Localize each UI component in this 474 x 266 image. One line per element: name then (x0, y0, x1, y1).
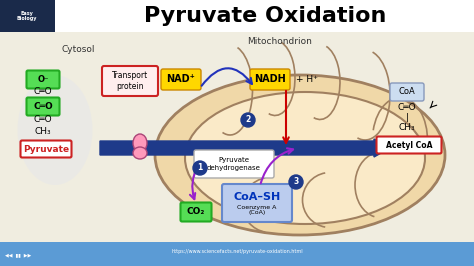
Bar (0, 32, 474, 242)
FancyBboxPatch shape (20, 140, 72, 157)
Ellipse shape (133, 134, 147, 152)
Text: C═O: C═O (33, 102, 53, 111)
FancyBboxPatch shape (222, 184, 292, 222)
Text: Acetyl CoA: Acetyl CoA (386, 140, 432, 149)
Text: |: | (406, 114, 409, 123)
Text: CO₂: CO₂ (187, 207, 205, 217)
Text: Pyruvate
dehydrogenase: Pyruvate dehydrogenase (207, 157, 261, 171)
Text: Coenzyme A
(CoA): Coenzyme A (CoA) (237, 205, 277, 215)
Text: + H⁺: + H⁺ (296, 75, 318, 84)
FancyBboxPatch shape (376, 136, 441, 153)
FancyBboxPatch shape (390, 83, 424, 101)
Circle shape (193, 161, 207, 175)
FancyBboxPatch shape (194, 150, 274, 178)
Circle shape (241, 113, 255, 127)
Text: Pyruvate Oxidation: Pyruvate Oxidation (144, 6, 386, 26)
FancyBboxPatch shape (181, 202, 211, 222)
FancyBboxPatch shape (161, 69, 201, 90)
Text: 2: 2 (246, 115, 251, 124)
Text: ◀◀  ▮▮  ▶▶: ◀◀ ▮▮ ▶▶ (5, 253, 31, 259)
Text: CoA: CoA (399, 88, 415, 97)
Text: O⁻: O⁻ (37, 75, 49, 84)
FancyBboxPatch shape (27, 98, 60, 115)
Text: Transport
protein: Transport protein (112, 71, 148, 91)
Ellipse shape (18, 75, 92, 185)
Text: CH₃: CH₃ (399, 123, 415, 132)
Text: Pyruvate: Pyruvate (23, 144, 69, 153)
FancyArrow shape (100, 139, 390, 157)
Text: C═O: C═O (34, 88, 52, 97)
FancyBboxPatch shape (102, 66, 158, 96)
Text: https://www.sciencefacts.net/pyruvate-oxidation.html: https://www.sciencefacts.net/pyruvate-ox… (171, 250, 303, 255)
Text: Cytosol: Cytosol (61, 45, 95, 55)
Text: 3: 3 (293, 177, 299, 186)
Text: C═O: C═O (398, 103, 416, 113)
Ellipse shape (133, 147, 147, 159)
Bar (0, 242, 474, 266)
FancyBboxPatch shape (27, 70, 60, 89)
Ellipse shape (185, 92, 425, 224)
Bar (0, 0, 55, 32)
Circle shape (289, 175, 303, 189)
Text: CH₃: CH₃ (35, 127, 51, 136)
Text: Mitochondrion: Mitochondrion (247, 38, 312, 47)
Bar (0, 0, 474, 32)
Text: NADH: NADH (254, 74, 286, 85)
Text: Easy
Biology: Easy Biology (17, 11, 37, 21)
FancyBboxPatch shape (250, 69, 290, 90)
Text: NAD⁺: NAD⁺ (166, 74, 195, 85)
Text: C═O: C═O (34, 115, 52, 124)
Text: 1: 1 (197, 164, 202, 172)
Ellipse shape (155, 75, 445, 235)
Text: CoA–SH: CoA–SH (233, 192, 281, 202)
